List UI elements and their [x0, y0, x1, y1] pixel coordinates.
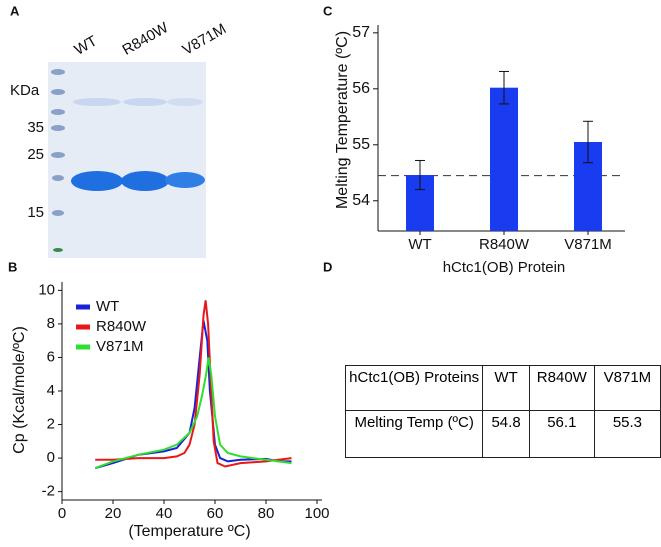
table-cell: R840W — [528, 365, 595, 411]
gel — [48, 62, 206, 258]
x-axis-label: (Temperature ºC) — [128, 523, 250, 540]
x-tick-label: WT — [408, 236, 431, 253]
y-tick-label: 8 — [47, 315, 55, 332]
panel-label: C — [323, 3, 333, 18]
bar — [490, 87, 518, 232]
lane-label: R840W — [119, 19, 172, 59]
y-tick-label: 54 — [352, 192, 370, 209]
marker-ladder — [51, 69, 65, 252]
x-tick-label: 20 — [105, 505, 122, 522]
x-tick-label: 0 — [58, 505, 66, 522]
panel-label: B — [8, 259, 17, 274]
x-axis-label: hCtc1(OB) Protein — [443, 259, 566, 276]
legend-label: R840W — [96, 318, 147, 335]
lane-label: WT — [71, 33, 100, 59]
marker-label: 15 — [27, 204, 44, 221]
x-tick-label: 40 — [156, 505, 173, 522]
table-row: Melting Temp (ºC) 54.8 56.1 55.3 — [344, 410, 661, 458]
y-tick-label: 0 — [47, 449, 55, 466]
table-cell: 56.1 — [528, 410, 595, 458]
y-tick-label: 57 — [352, 24, 370, 41]
series-line — [94, 320, 292, 470]
lane-label: V871M — [179, 20, 229, 58]
panel-label: A — [10, 3, 20, 18]
table-cell: V871M — [593, 365, 661, 411]
table-cell: WT — [482, 365, 530, 411]
panel-label: D — [323, 259, 332, 274]
x-tick-label: R840W — [479, 236, 530, 253]
legend-label: WT — [96, 298, 119, 315]
y-tick-label: 10 — [38, 281, 55, 298]
y-tick-label: -2 — [42, 483, 55, 500]
table-cell: 54.8 — [482, 410, 530, 458]
x-tick-label: V871M — [564, 236, 612, 253]
unit-label: KDa — [10, 82, 40, 99]
table-row: hCtc1(OB) Proteins WT R840W V871M — [344, 365, 661, 411]
data-table: hCtc1(OB) Proteins WT R840W V871M Melting Te… — [344, 365, 661, 458]
y-tick-label: 2 — [47, 416, 55, 433]
y-tick-label: 55 — [352, 136, 370, 153]
table-cell: 55.3 — [593, 410, 661, 458]
y-tick-label: 56 — [352, 80, 370, 97]
x-tick-label: 100 — [304, 505, 329, 522]
legend-label: V871M — [96, 338, 144, 355]
x-tick-label: 60 — [207, 505, 224, 522]
y-axis-label: Cp (Kcal/mole/ºC) — [11, 326, 28, 454]
marker-label: 25 — [27, 146, 44, 163]
x-tick-label: 80 — [258, 505, 275, 522]
series-line — [94, 357, 292, 470]
y-tick-label: 4 — [47, 382, 55, 399]
table-cell: hCtc1(OB) Proteins — [344, 365, 484, 411]
table-cell: Melting Temp (ºC) — [344, 410, 484, 458]
gel-bands — [71, 98, 205, 191]
y-axis-label: Melting Temperature (ºC) — [334, 31, 351, 209]
marker-label: 35 — [27, 119, 44, 136]
series-line — [95, 300, 292, 468]
y-tick-label: 6 — [47, 348, 55, 365]
